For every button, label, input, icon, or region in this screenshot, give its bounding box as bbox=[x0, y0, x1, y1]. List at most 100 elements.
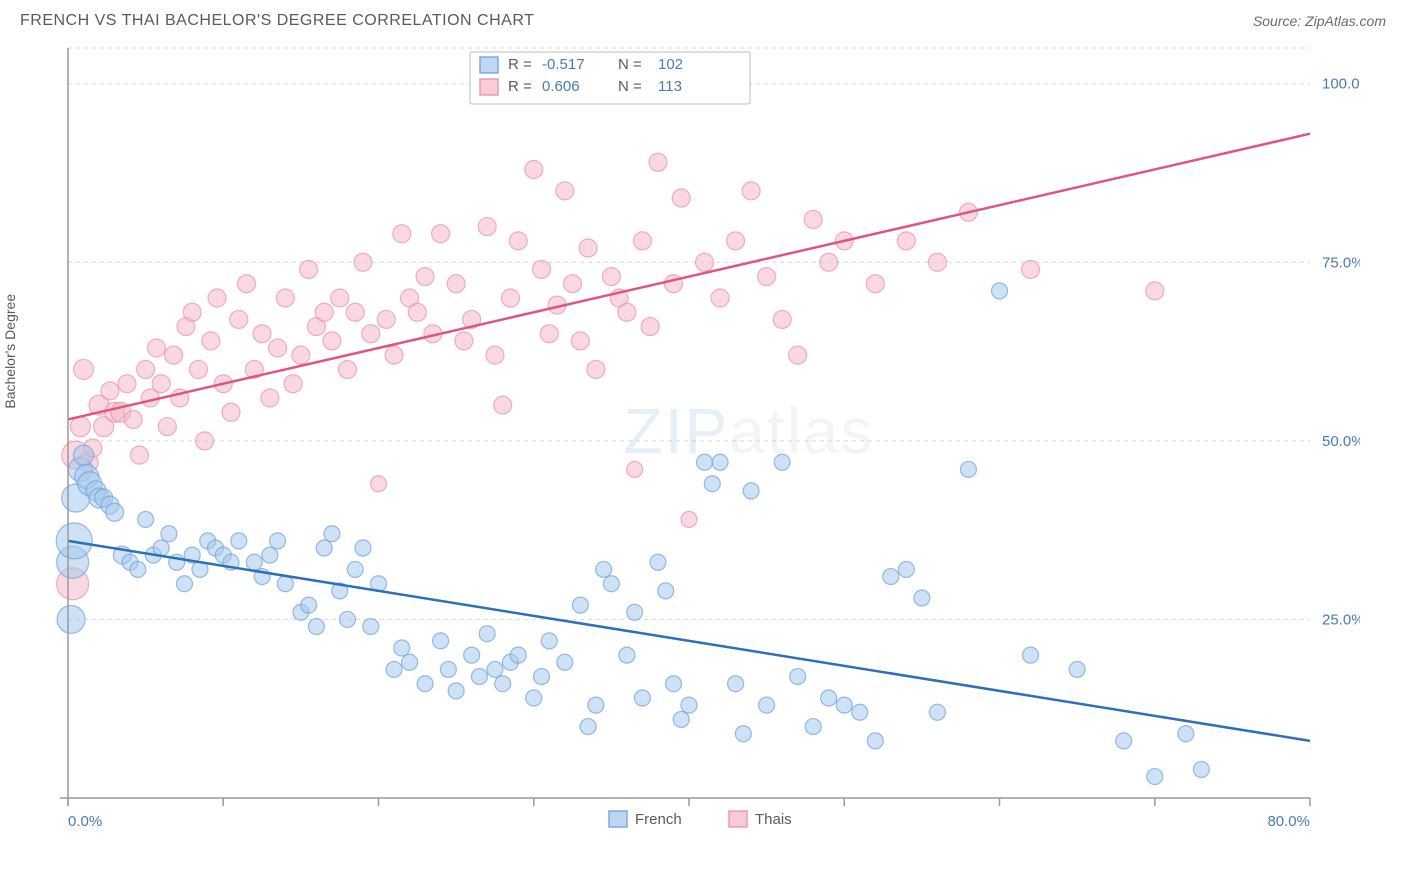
scatter-point-thais bbox=[804, 210, 822, 228]
watermark: ZIPatlas bbox=[624, 395, 875, 467]
scatter-point-french bbox=[74, 445, 94, 465]
scatter-point-thais bbox=[70, 417, 90, 437]
scatter-point-thais bbox=[494, 396, 512, 414]
scatter-point-thais bbox=[300, 260, 318, 278]
scatter-point-thais bbox=[323, 332, 341, 350]
scatter-point-thais bbox=[1146, 282, 1164, 300]
scatter-point-thais bbox=[158, 418, 176, 436]
scatter-point-french bbox=[960, 461, 976, 477]
x-tick-label: 0.0% bbox=[68, 813, 102, 830]
scatter-point-thais bbox=[627, 461, 643, 477]
scatter-point-french bbox=[479, 626, 495, 642]
scatter-point-thais bbox=[202, 332, 220, 350]
scatter-point-thais bbox=[284, 375, 302, 393]
scatter-point-thais bbox=[152, 375, 170, 393]
scatter-point-thais bbox=[478, 218, 496, 236]
scatter-point-french bbox=[580, 719, 596, 735]
scatter-point-thais bbox=[602, 268, 620, 286]
scatter-point-french bbox=[627, 604, 643, 620]
scatter-point-french bbox=[440, 661, 456, 677]
scatter-point-french bbox=[992, 283, 1008, 299]
scatter-point-french bbox=[1178, 726, 1194, 742]
scatter-point-thais bbox=[727, 232, 745, 250]
scatter-point-french bbox=[557, 654, 573, 670]
chart-title: FRENCH VS THAI BACHELOR'S DEGREE CORRELA… bbox=[20, 12, 534, 30]
bottom-legend-label: French bbox=[635, 811, 682, 828]
scatter-point-thais bbox=[564, 275, 582, 293]
scatter-point-french bbox=[347, 561, 363, 577]
scatter-point-thais bbox=[385, 346, 403, 364]
scatter-point-french bbox=[277, 576, 293, 592]
legend-n-label: N = bbox=[618, 78, 642, 95]
y-axis-label: Bachelor's Degree bbox=[2, 294, 18, 409]
scatter-point-thais bbox=[276, 289, 294, 307]
y-tick-label: 75.0% bbox=[1322, 254, 1360, 271]
bottom-legend-swatch bbox=[609, 811, 627, 827]
scatter-point-french bbox=[805, 719, 821, 735]
scatter-point-french bbox=[774, 454, 790, 470]
scatter-point-thais bbox=[74, 359, 94, 379]
scatter-point-french bbox=[898, 561, 914, 577]
scatter-point-french bbox=[1116, 733, 1132, 749]
scatter-point-thais bbox=[587, 360, 605, 378]
scatter-point-french bbox=[301, 597, 317, 613]
x-tick-label: 80.0% bbox=[1267, 813, 1310, 830]
scatter-point-french bbox=[363, 619, 379, 635]
scatter-point-thais bbox=[393, 225, 411, 243]
scatter-point-thais bbox=[1022, 260, 1040, 278]
scatter-point-french bbox=[386, 661, 402, 677]
scatter-point-french bbox=[417, 676, 433, 692]
scatter-point-french bbox=[1193, 761, 1209, 777]
scatter-point-thais bbox=[649, 153, 667, 171]
scatter-point-french bbox=[262, 547, 278, 563]
scatter-point-thais bbox=[147, 339, 165, 357]
scatter-point-french bbox=[246, 554, 262, 570]
scatter-point-thais bbox=[137, 360, 155, 378]
scatter-point-french bbox=[464, 647, 480, 663]
scatter-point-french bbox=[619, 647, 635, 663]
scatter-point-thais bbox=[253, 325, 271, 343]
legend-n-value: 102 bbox=[658, 56, 683, 73]
scatter-point-thais bbox=[789, 346, 807, 364]
scatter-point-french bbox=[448, 683, 464, 699]
scatter-point-french bbox=[106, 503, 124, 521]
bottom-legend-swatch bbox=[729, 811, 747, 827]
scatter-point-thais bbox=[447, 275, 465, 293]
y-tick-label: 100.0% bbox=[1322, 76, 1360, 93]
scatter-point-thais bbox=[540, 325, 558, 343]
y-tick-label: 25.0% bbox=[1322, 611, 1360, 628]
scatter-point-thais bbox=[681, 511, 697, 527]
scatter-point-thais bbox=[711, 289, 729, 307]
scatter-point-thais bbox=[509, 232, 527, 250]
scatter-point-french bbox=[308, 619, 324, 635]
scatter-point-thais bbox=[196, 432, 214, 450]
scatter-point-thais bbox=[486, 346, 504, 364]
scatter-point-french bbox=[658, 583, 674, 599]
scatter-point-french bbox=[487, 661, 503, 677]
scatter-point-thais bbox=[525, 160, 543, 178]
scatter-point-french bbox=[534, 669, 550, 685]
scatter-point-french bbox=[681, 697, 697, 713]
scatter-point-thais bbox=[579, 239, 597, 257]
scatter-point-thais bbox=[742, 182, 760, 200]
scatter-point-thais bbox=[571, 332, 589, 350]
scatter-point-french bbox=[130, 561, 146, 577]
trendline-thais bbox=[68, 134, 1310, 420]
scatter-point-french bbox=[712, 454, 728, 470]
scatter-point-thais bbox=[758, 268, 776, 286]
scatter-point-french bbox=[743, 483, 759, 499]
scatter-point-french bbox=[510, 647, 526, 663]
chart-container: Bachelor's Degree 25.0%50.0%75.0%100.0%Z… bbox=[20, 38, 1386, 878]
scatter-point-thais bbox=[101, 382, 119, 400]
scatter-point-french bbox=[572, 597, 588, 613]
scatter-point-french bbox=[433, 633, 449, 649]
scatter-point-thais bbox=[269, 339, 287, 357]
scatter-point-thais bbox=[315, 303, 333, 321]
source-label: Source: ZipAtlas.com bbox=[1253, 13, 1386, 29]
scatter-point-french bbox=[138, 511, 154, 527]
scatter-point-french bbox=[394, 640, 410, 656]
scatter-point-french bbox=[634, 690, 650, 706]
scatter-point-thais bbox=[124, 410, 142, 428]
scatter-point-thais bbox=[189, 360, 207, 378]
scatter-point-thais bbox=[354, 253, 372, 271]
